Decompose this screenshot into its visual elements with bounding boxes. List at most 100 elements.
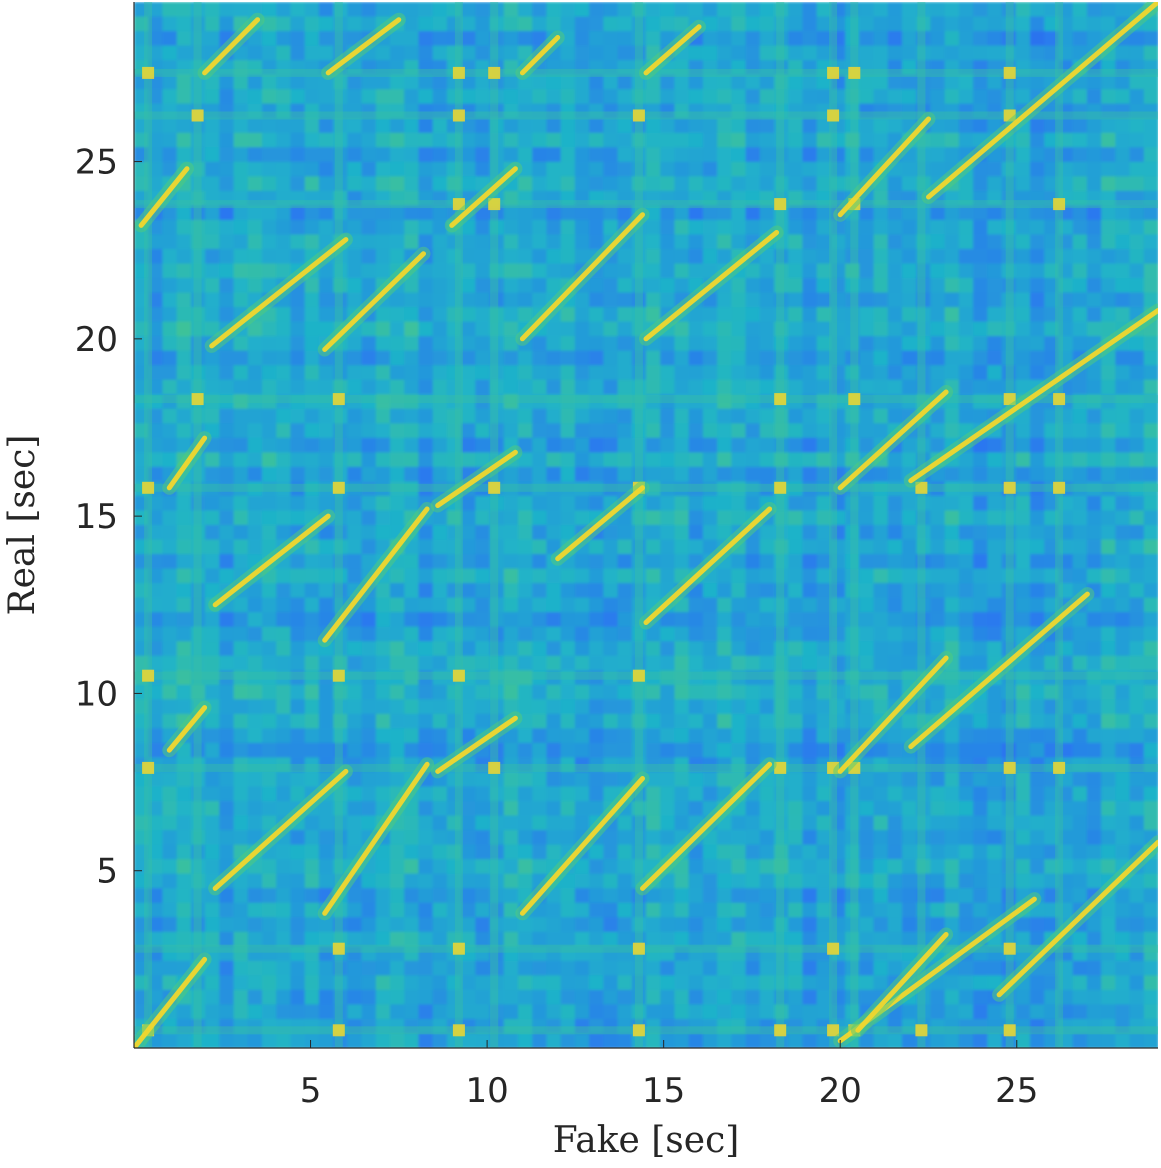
- heatmap-cell: [717, 103, 732, 119]
- heatmap-cell: [987, 89, 1003, 105]
- heatmap-cell: [276, 437, 292, 453]
- heatmap-cell: [361, 713, 377, 729]
- heatmap-cell: [205, 350, 220, 366]
- heatmap-cell: [404, 45, 420, 61]
- heatmap-cell: [916, 16, 932, 32]
- heatmap-cell: [688, 699, 704, 715]
- heatmap-cell: [688, 161, 704, 177]
- heatmap-cell: [134, 118, 149, 134]
- heatmap-plot-area: [134, 2, 1158, 1048]
- heatmap-cell: [731, 989, 747, 1006]
- heatmap-cell: [418, 859, 434, 875]
- heatmap-cell: [745, 554, 761, 570]
- heatmap-cell: [1086, 118, 1102, 134]
- heatmap-cell: [688, 408, 704, 424]
- heatmap-cell: [276, 336, 292, 352]
- heatmap-cell: [1143, 626, 1158, 642]
- heatmap-cell: [162, 234, 178, 250]
- heatmap-cell: [1001, 89, 1017, 105]
- heatmap-cell: [1015, 597, 1031, 613]
- heatmap-cell: [461, 844, 476, 860]
- heatmap-cell: [1143, 597, 1158, 613]
- heatmap-cell: [233, 801, 249, 817]
- heatmap-cell: [247, 713, 263, 729]
- heatmap-cell: [731, 728, 747, 744]
- heatmap-cell: [845, 307, 860, 323]
- heatmap-cell: [304, 699, 320, 715]
- heatmap-cell: [318, 205, 334, 221]
- heatmap-cell: [617, 612, 633, 628]
- heatmap-cell: [390, 742, 405, 759]
- heatmap-cell: [546, 161, 562, 177]
- heatmap-cell: [318, 278, 334, 294]
- heatmap-cell: [560, 495, 576, 512]
- heatmap-cell: [745, 597, 761, 613]
- heatmap-cell: [418, 655, 434, 671]
- heatmap-cell: [461, 278, 476, 294]
- heatmap-cell: [660, 234, 676, 250]
- heatmap-cell: [958, 234, 974, 250]
- heatmap-cell: [688, 917, 704, 933]
- heatmap-cell: [930, 583, 946, 599]
- heatmap-cell: [1129, 31, 1145, 47]
- heatmap-cell: [745, 263, 761, 279]
- heatmap-cell: [503, 60, 519, 76]
- heatmap-cell: [873, 597, 889, 613]
- heatmap-cell: [503, 292, 519, 308]
- heatmap-cell: [134, 408, 149, 424]
- heatmap-cell: [1115, 975, 1131, 991]
- heatmap-cell: [461, 815, 476, 831]
- heatmap-cell: [432, 568, 448, 584]
- heatmap-cell: [973, 844, 988, 860]
- heatmap-cell: [390, 190, 405, 206]
- heatmap-cell: [1101, 437, 1116, 453]
- heatmap-cell: [262, 118, 277, 134]
- heatmap-cell: [461, 408, 476, 424]
- heatmap-cell: [446, 45, 462, 61]
- heatmap-cell: [702, 844, 718, 860]
- heatmap-cell: [518, 597, 533, 613]
- heatmap-cell: [987, 45, 1003, 61]
- heatmap-cell: [958, 859, 974, 875]
- heatmap-cell: [788, 365, 804, 381]
- heatmap-cell: [1101, 801, 1116, 817]
- heatmap-cell: [845, 321, 860, 337]
- heatmap-cell: [162, 510, 178, 526]
- heatmap-cell: [304, 873, 320, 889]
- heatmap-cell: [247, 626, 263, 642]
- heatmap-cell: [1001, 365, 1017, 381]
- heatmap-cell: [404, 888, 420, 904]
- heatmap-cell: [1143, 684, 1158, 700]
- heatmap-cell: [162, 321, 178, 337]
- heatmap-cell: [262, 873, 277, 889]
- heatmap-cell: [304, 466, 320, 483]
- heatmap-cell: [475, 989, 491, 1006]
- heatmap-cell: [1101, 466, 1116, 483]
- heatmap-cell: [688, 132, 704, 148]
- heatmap-cell: [1086, 873, 1102, 889]
- heatmap-cell: [432, 554, 448, 570]
- heatmap-cell: [958, 103, 974, 119]
- heatmap-cell: [958, 60, 974, 76]
- heatmap-cell: [318, 960, 334, 976]
- heatmap-cell: [176, 859, 192, 875]
- heatmap-cell: [233, 350, 249, 366]
- heatmap-cell: [802, 728, 818, 744]
- heatmap-cell: [518, 263, 533, 279]
- heatmap-cell: [1001, 263, 1017, 279]
- heatmap-cell: [489, 263, 505, 279]
- heatmap-cell: [219, 844, 235, 860]
- heatmap-cell: [532, 655, 548, 671]
- heatmap-cell: [603, 975, 619, 991]
- heatmap-cell: [247, 45, 263, 61]
- heatmap-cell: [674, 917, 690, 933]
- heatmap-cell: [674, 815, 690, 831]
- heatmap-cell: [1101, 684, 1116, 700]
- heatmap-cell: [731, 931, 747, 947]
- heatmap-cell: [461, 771, 476, 788]
- heatmap-cell: [1030, 655, 1045, 671]
- heatmap-cell: [489, 132, 505, 148]
- heatmap-cell: [745, 728, 761, 744]
- heatmap-cell: [247, 931, 263, 947]
- heatmap-cell: [404, 234, 420, 250]
